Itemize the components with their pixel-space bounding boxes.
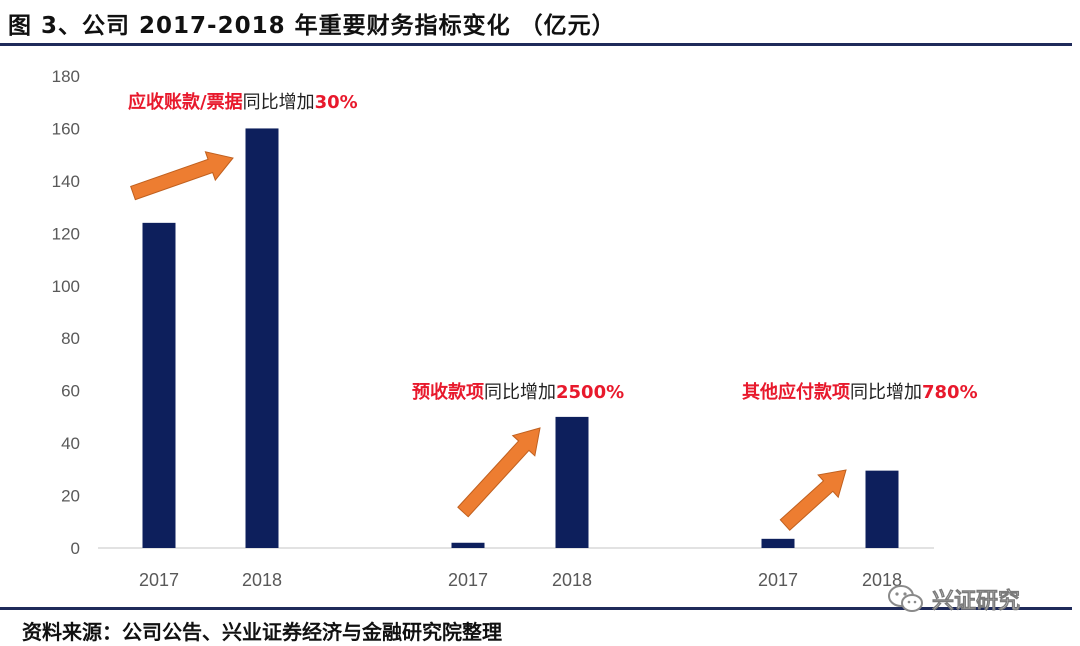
x-tick-label: 2017: [448, 570, 488, 590]
y-tick-label: 180: [52, 67, 80, 86]
annotation-label: 应收账款/票据同比增加30%: [128, 91, 358, 113]
annotation-text: 同比增加: [243, 92, 315, 113]
x-tick-label: 2017: [139, 570, 179, 590]
annotation-text: 同比增加: [484, 382, 556, 403]
watermark: 兴证研究: [886, 583, 1020, 615]
y-tick-label: 100: [52, 277, 80, 296]
watermark-text: 兴证研究: [932, 589, 1021, 615]
figure-title: 图 3、公司 2017-2018 年重要财务指标变化 （亿元）: [8, 13, 616, 39]
bar: [761, 538, 795, 548]
annotation-item-name: 其他应付款项: [742, 381, 850, 403]
annotation-text: 同比增加: [850, 382, 922, 403]
y-tick-label: 60: [61, 382, 80, 401]
x-tick-label: 2018: [242, 570, 282, 590]
y-tick-label: 0: [71, 539, 80, 558]
y-tick-label: 40: [61, 434, 80, 453]
wechat-icon: [888, 585, 923, 612]
top-divider: [0, 43, 1072, 46]
y-tick-label: 140: [52, 172, 80, 191]
x-tick-label: 2018: [552, 570, 592, 590]
annotation-label: 其他应付款项同比增加780%: [742, 381, 978, 403]
source-note: 资料来源：公司公告、兴业证券经济与金融研究院整理: [22, 620, 502, 644]
y-tick-label: 80: [61, 329, 80, 348]
annotation-percent: 30%: [315, 92, 358, 113]
annotation-item-name: 预收款项: [412, 381, 484, 403]
bar: [451, 542, 485, 548]
growth-arrow: [779, 469, 847, 531]
x-tick-label: 2018: [862, 570, 902, 590]
annotation-percent: 780%: [922, 382, 978, 403]
x-tick-label: 2017: [758, 570, 798, 590]
bar: [865, 470, 899, 548]
y-tick-label: 20: [61, 487, 80, 506]
annotation-item-name: 应收账款/票据: [128, 91, 243, 113]
annotation-label: 预收款项同比增加2500%: [412, 381, 624, 403]
y-tick-label: 120: [52, 224, 80, 243]
bar: [142, 222, 176, 548]
bar: [555, 416, 589, 548]
bar: [245, 128, 279, 548]
bottom-divider: [0, 607, 1072, 610]
growth-arrow: [457, 427, 541, 518]
growth-arrow: [130, 151, 234, 201]
y-tick-label: 160: [52, 119, 80, 138]
annotation-percent: 2500%: [556, 382, 624, 403]
